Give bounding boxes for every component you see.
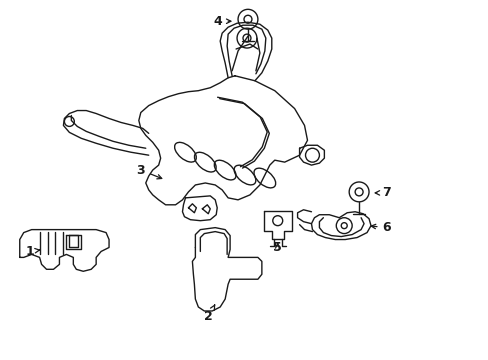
Text: 5: 5	[273, 241, 282, 254]
Text: 1: 1	[25, 245, 40, 258]
Text: 7: 7	[374, 186, 390, 199]
Text: 4: 4	[213, 15, 230, 28]
Text: 6: 6	[370, 221, 390, 234]
Text: 3: 3	[136, 163, 162, 179]
Text: 2: 2	[203, 305, 214, 323]
